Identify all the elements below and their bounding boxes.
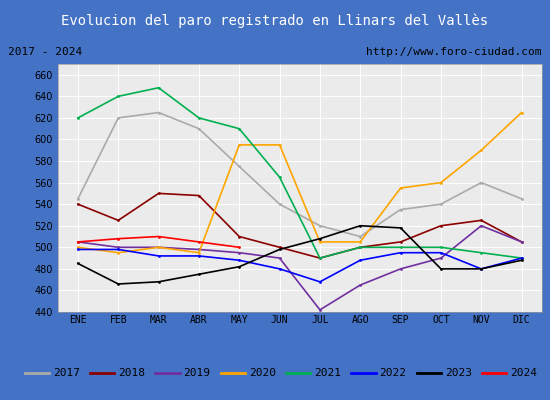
Text: 2018: 2018 bbox=[118, 368, 145, 378]
Text: 2023: 2023 bbox=[445, 368, 472, 378]
Text: http://www.foro-ciudad.com: http://www.foro-ciudad.com bbox=[366, 47, 542, 57]
Text: 2017 - 2024: 2017 - 2024 bbox=[8, 47, 82, 57]
Text: 2019: 2019 bbox=[184, 368, 211, 378]
Text: 2017: 2017 bbox=[53, 368, 80, 378]
Text: 2024: 2024 bbox=[510, 368, 537, 378]
Text: 2020: 2020 bbox=[249, 368, 276, 378]
Text: 2022: 2022 bbox=[379, 368, 406, 378]
Text: 2021: 2021 bbox=[314, 368, 341, 378]
Text: Evolucion del paro registrado en Llinars del Vallès: Evolucion del paro registrado en Llinars… bbox=[62, 14, 488, 28]
